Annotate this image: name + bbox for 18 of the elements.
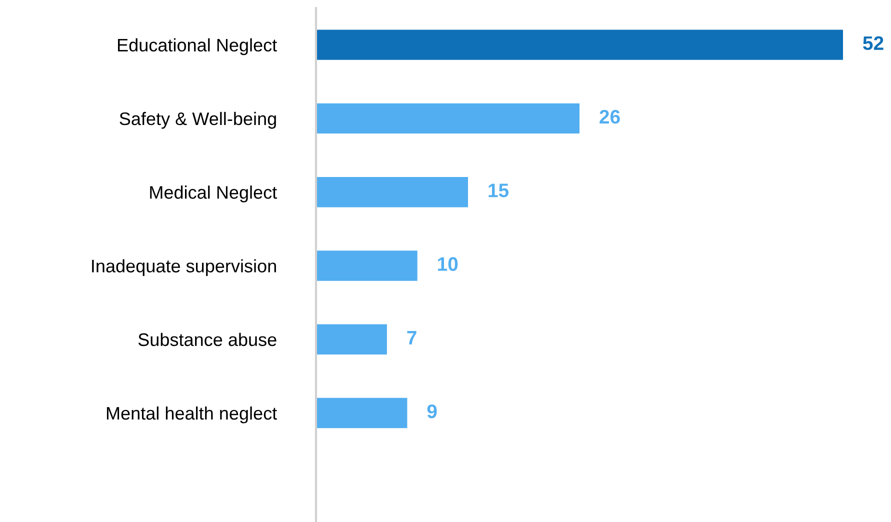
y-tick-label: Medical Neglect — [150, 186, 277, 202]
bar — [316, 30, 843, 60]
data-label: 9 — [427, 404, 437, 418]
y-tick-label: Safety & Well-being — [120, 112, 276, 129]
bar — [316, 103, 580, 134]
data-label: 52 — [863, 36, 884, 50]
data-label: 7 — [407, 331, 416, 344]
bar — [316, 177, 468, 208]
bar — [316, 398, 408, 428]
data-label: 26 — [600, 110, 620, 124]
data-label: 15 — [488, 184, 509, 198]
data-label: 10 — [438, 257, 458, 271]
y-tick-label: Inadequate supervision — [92, 259, 276, 276]
y-tick-label: Educational Neglect — [118, 38, 277, 56]
y-tick-label: Mental health neglect — [106, 406, 277, 424]
bar — [316, 324, 387, 354]
bar — [316, 250, 418, 281]
y-tick-label: Substance abuse — [138, 332, 276, 346]
